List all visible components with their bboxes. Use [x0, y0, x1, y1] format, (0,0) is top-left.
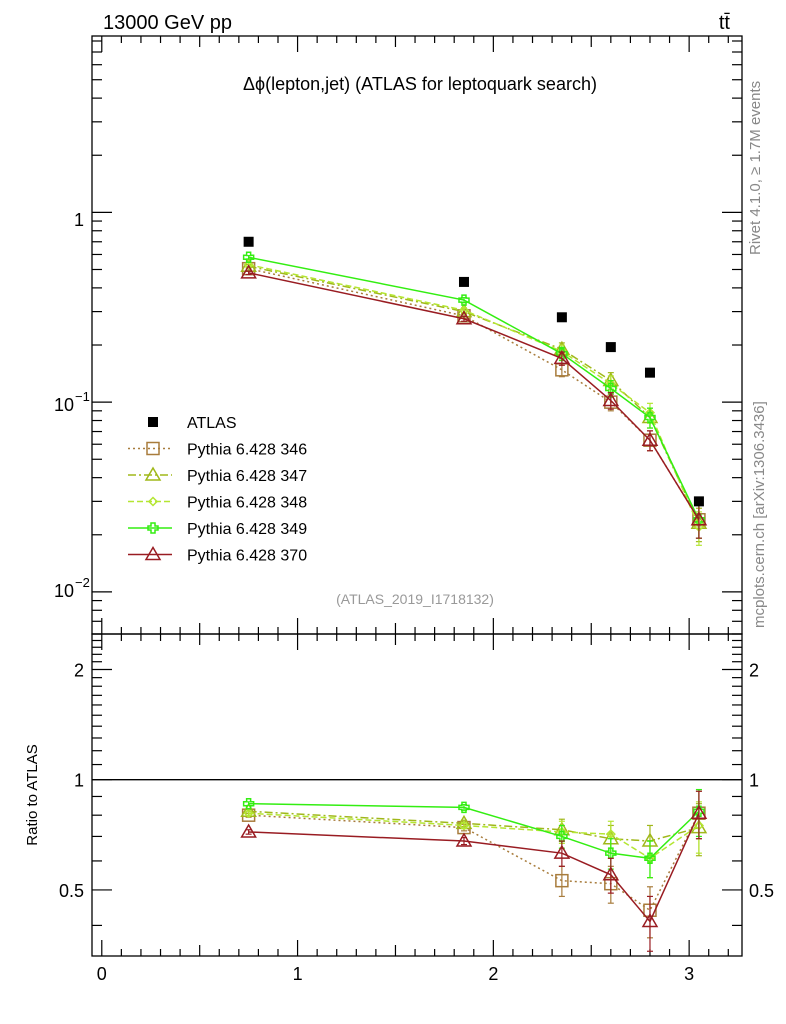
ratio-line-2	[248, 810, 700, 842]
legend-marker-3	[147, 496, 159, 507]
y-tick-exponent-0p1: −1	[75, 389, 90, 404]
ratio-line-5	[248, 812, 700, 923]
ratio-marker-5-3	[602, 866, 620, 881]
main-marker-4-4	[644, 411, 656, 424]
main-line-2	[248, 265, 700, 524]
main-y-tick-labels: 1 10 −1 10 −2	[54, 210, 90, 601]
ratio-marker-5-1	[455, 832, 473, 847]
ratio-tick-label-0p5-left: 0.5	[59, 881, 84, 901]
atlas-point-4	[644, 367, 655, 378]
legend-marker-4	[147, 522, 159, 534]
ratio-marker-4-0	[242, 797, 255, 810]
legend-label-1: Pythia 6.428 346	[187, 442, 307, 459]
main-marker-5-4	[641, 431, 659, 446]
ratio-panel-frame	[91, 633, 743, 957]
y-tick-label-1: 1	[74, 210, 84, 230]
ratio-line-4	[248, 802, 700, 860]
main-line-1	[248, 267, 700, 521]
x-tick-labels: 0 1 2 3	[97, 964, 694, 984]
ratio-line-1	[248, 812, 700, 912]
ratio-series-4	[242, 788, 705, 879]
ratio-x-ticks	[101, 634, 729, 956]
atlas-data-points	[243, 236, 704, 507]
main-series-2	[240, 257, 708, 543]
ratio-tick-label-1-left: 1	[74, 771, 84, 791]
analysis-id-label: (ATLAS_2019_I1718132)	[336, 591, 494, 607]
main-y-ticks	[92, 40, 742, 635]
ratio-y-axis-label: Ratio to ATLAS	[24, 744, 41, 845]
main-series-layer	[240, 251, 708, 546]
x-tick-label-3: 3	[684, 964, 694, 984]
legend-label-4: Pythia 6.428 349	[187, 521, 307, 538]
x-tick-label-1: 1	[293, 964, 303, 984]
rivet-version-label: Rivet 4.1.0, ≥ 1.7M events	[747, 81, 764, 255]
main-marker-4-0	[242, 251, 255, 264]
ratio-marker-4-4	[644, 852, 656, 865]
ratio-marker-5-4	[641, 912, 659, 928]
process-label: tt̄	[719, 12, 731, 34]
main-x-ticks	[101, 36, 729, 634]
ratio-marker-4-1	[458, 801, 470, 814]
x-tick-label-0: 0	[97, 964, 107, 984]
atlas-point-1	[458, 276, 469, 287]
main-marker-4-1	[458, 294, 470, 306]
ratio-tick-label-2-right: 2	[749, 660, 759, 680]
ratio-marker-3-1	[458, 820, 470, 831]
atlas-point-0	[243, 236, 254, 247]
main-panel-frame	[91, 35, 743, 635]
energy-label: 13000 GeV pp	[103, 12, 232, 34]
legend-label-5: Pythia 6.428 370	[187, 548, 307, 565]
ratio-tick-label-2-left: 2	[74, 660, 84, 680]
main-series-3	[243, 259, 704, 546]
main-marker-3-0	[243, 259, 254, 270]
y-tick-exponent-0p01: −2	[75, 575, 90, 590]
ratio-y-ticks	[92, 639, 742, 927]
main-marker-5-1	[455, 310, 473, 325]
ratio-marker-3-0	[243, 808, 254, 819]
legend-marker-1	[146, 441, 160, 456]
atlas-point-2	[556, 312, 567, 323]
x-tick-label-2: 2	[488, 964, 498, 984]
ratio-marker-1-2	[555, 873, 569, 888]
ratio-series-5	[240, 790, 708, 952]
y-tick-label-0p01: 10	[54, 581, 74, 601]
main-marker-4-3	[605, 382, 617, 395]
ratio-series-1	[241, 790, 706, 939]
ratio-marker-5-2	[553, 844, 571, 859]
legend-marker-5	[144, 546, 162, 561]
ratio-y-tick-labels: 2 1 0.5 2 1 0.5	[59, 660, 774, 900]
main-line-3	[248, 263, 700, 528]
ratio-tick-label-0p5-right: 0.5	[749, 881, 774, 901]
ratio-marker-5-5	[690, 804, 708, 819]
ratio-line-3	[248, 812, 700, 860]
ratio-series-layer	[240, 788, 708, 952]
legend-label-atlas: ATLAS	[187, 415, 237, 432]
plot-title: Δϕ(lepton,jet) (ATLAS for leptoquark sea…	[243, 74, 597, 94]
legend-marker-2	[144, 466, 162, 481]
atlas-point-5	[693, 496, 704, 507]
main-marker-5-2	[553, 349, 571, 365]
main-marker-3-1	[458, 305, 470, 316]
y-tick-label-0p1: 10	[54, 395, 74, 415]
legend-label-2: Pythia 6.428 347	[187, 468, 307, 485]
legend: ATLAS Pythia 6.428 346 Pythia 6.428 347 Pyt…	[128, 415, 307, 565]
main-series-1	[241, 261, 706, 539]
main-line-5	[248, 272, 700, 521]
atlas-point-3	[605, 342, 616, 353]
main-series-4	[242, 251, 705, 539]
ratio-tick-label-1-right: 1	[749, 771, 759, 791]
main-marker-5-0	[240, 264, 257, 279]
main-marker-5-5	[690, 511, 708, 526]
legend-label-3: Pythia 6.428 348	[187, 495, 307, 512]
main-marker-5-3	[602, 392, 620, 407]
legend-marker-atlas	[148, 417, 158, 427]
ratio-marker-5-0	[240, 823, 257, 838]
mcplots-site-label: mcplots.cern.ch [arXiv:1306.3436]	[751, 401, 768, 628]
main-line-4	[248, 256, 700, 521]
